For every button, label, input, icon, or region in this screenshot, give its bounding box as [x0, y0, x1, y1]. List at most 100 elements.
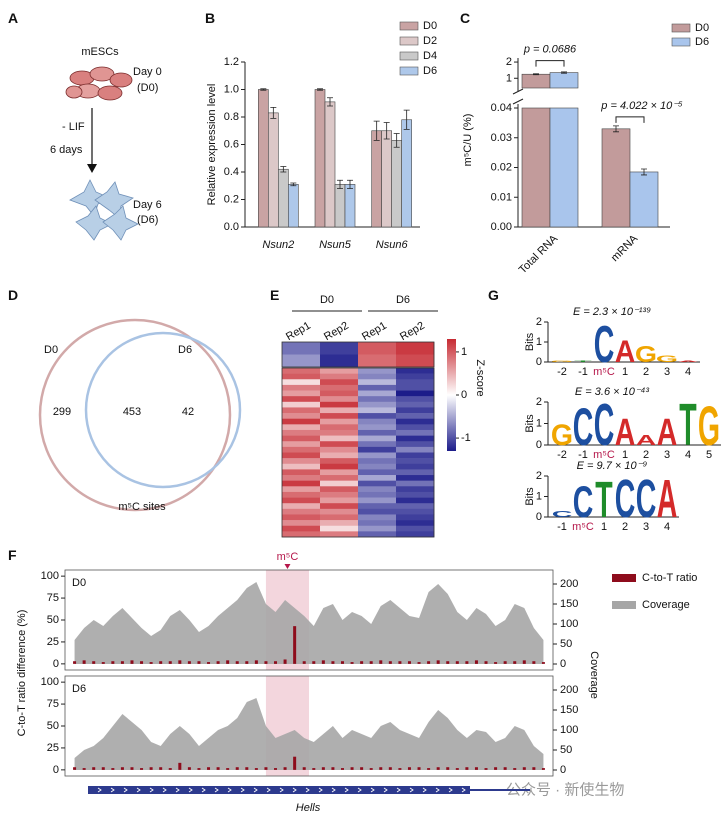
logo-letter: C	[552, 510, 573, 519]
y2-tick-label: 50	[560, 744, 572, 756]
ratio-bar	[513, 661, 517, 664]
ratio-bar	[369, 768, 373, 770]
watermark: 公众号 · 新使生物	[506, 782, 624, 799]
duration: 6 days	[50, 144, 83, 156]
y-tick-label: 0	[536, 511, 542, 523]
day-code: (D6)	[137, 214, 158, 226]
y-tick-label: 1	[506, 72, 512, 84]
heatmap-cell	[282, 525, 321, 532]
logo-letter: A	[615, 335, 636, 370]
logo-title: E = 9.7 × 10⁻⁹	[577, 460, 648, 472]
coverage-area	[74, 582, 544, 664]
heatmap-cell	[320, 486, 359, 493]
heatmap-cell	[282, 368, 321, 374]
heatmap-cell	[282, 497, 321, 504]
logo-letter: A	[657, 411, 678, 454]
ratio-bar	[264, 767, 268, 770]
ratio-bar	[503, 767, 507, 770]
y-tick-label: 50	[47, 614, 59, 626]
bar	[278, 168, 289, 228]
y-tick-label: 0.03	[491, 132, 512, 144]
heatmap-cell	[396, 384, 435, 391]
x-tick-label: Nsun2	[262, 239, 294, 251]
position-label: -2	[557, 449, 567, 461]
panel-label: G	[488, 287, 499, 303]
heatmap-cell	[396, 514, 435, 521]
ratio-bar	[427, 661, 431, 664]
heatmap-cell	[396, 475, 435, 481]
y-tick-label: 0.6	[224, 139, 239, 151]
heatmap-cell	[320, 531, 359, 538]
cell	[94, 181, 134, 219]
ratio-bar	[120, 661, 124, 664]
heatmap-cell	[396, 486, 435, 493]
ratio-bar	[159, 767, 163, 770]
y-tick-label: 2	[536, 470, 542, 482]
heatmap-cell	[358, 508, 397, 515]
ratio-bar	[130, 767, 134, 770]
legend-label: D6	[423, 65, 437, 77]
heatmap-cell	[282, 429, 321, 436]
heatmap-cell	[396, 469, 435, 476]
ratio-bar	[494, 767, 498, 770]
ratio-bar	[207, 767, 211, 770]
venn-set	[38, 318, 232, 512]
y-tick-label: 0.02	[491, 162, 512, 174]
ratio-bar	[494, 662, 498, 664]
logo-letter: T	[595, 471, 612, 528]
ratio-bar	[379, 660, 383, 664]
heatmap-cell	[282, 531, 321, 538]
ratio-bar	[312, 768, 316, 770]
heatmap-cell	[282, 446, 321, 453]
heatmap-cell	[358, 342, 397, 355]
heatmap-cell	[282, 390, 321, 397]
ratio-bar	[226, 768, 230, 770]
ratio-bar	[92, 661, 96, 664]
error-bar	[337, 179, 343, 189]
group-label: D6	[396, 294, 410, 306]
cells-label: mESCs	[81, 46, 119, 58]
position-label: -1	[578, 366, 588, 378]
heatmap-cell	[358, 373, 397, 380]
ratio-bar	[379, 767, 383, 770]
coverage-area	[74, 698, 544, 770]
ratio-bar	[340, 661, 344, 664]
venn-count: 42	[182, 406, 194, 418]
ratio-bar	[302, 661, 306, 664]
ratio-bar	[455, 661, 459, 664]
x-tick-label: Total RNA	[517, 232, 561, 276]
logo-title: E = 2.3 × 10⁻¹³⁹	[573, 306, 651, 318]
logo-letter: T	[679, 392, 696, 458]
heatmap-cell	[282, 379, 321, 386]
ratio-bar	[130, 660, 134, 664]
y-axis-label: Bits	[524, 332, 536, 351]
venn-caption: m⁵C sites	[118, 501, 166, 513]
y-tick-label: 1	[536, 418, 542, 430]
heatmap-cell	[358, 429, 397, 436]
heatmap-cell	[320, 497, 359, 504]
logo-letter: A	[657, 470, 678, 530]
ratio-bar	[398, 768, 402, 770]
ratio-bar	[82, 660, 86, 664]
heatmap-cell	[358, 520, 397, 527]
heatmap-cell	[282, 342, 321, 355]
day-label: Day 0	[133, 66, 162, 78]
ratio-bar	[417, 662, 421, 664]
heatmap-cell	[320, 390, 359, 397]
y2-tick-label: 150	[560, 704, 578, 716]
heatmap-cell	[320, 469, 359, 476]
ratio-bar	[446, 661, 450, 664]
ratio-bar	[503, 661, 507, 664]
heatmap-cell	[396, 373, 435, 380]
heatmap-cell	[320, 418, 359, 425]
y-tick-label: 0	[536, 439, 542, 451]
bar	[371, 130, 382, 228]
bar	[381, 130, 392, 228]
heatmap-cell	[282, 424, 321, 431]
ratio-bar	[427, 768, 431, 770]
ratio-bar	[111, 768, 115, 770]
legend-swatch	[399, 51, 419, 61]
heatmap-cell	[358, 396, 397, 403]
ratio-bar	[235, 767, 239, 770]
